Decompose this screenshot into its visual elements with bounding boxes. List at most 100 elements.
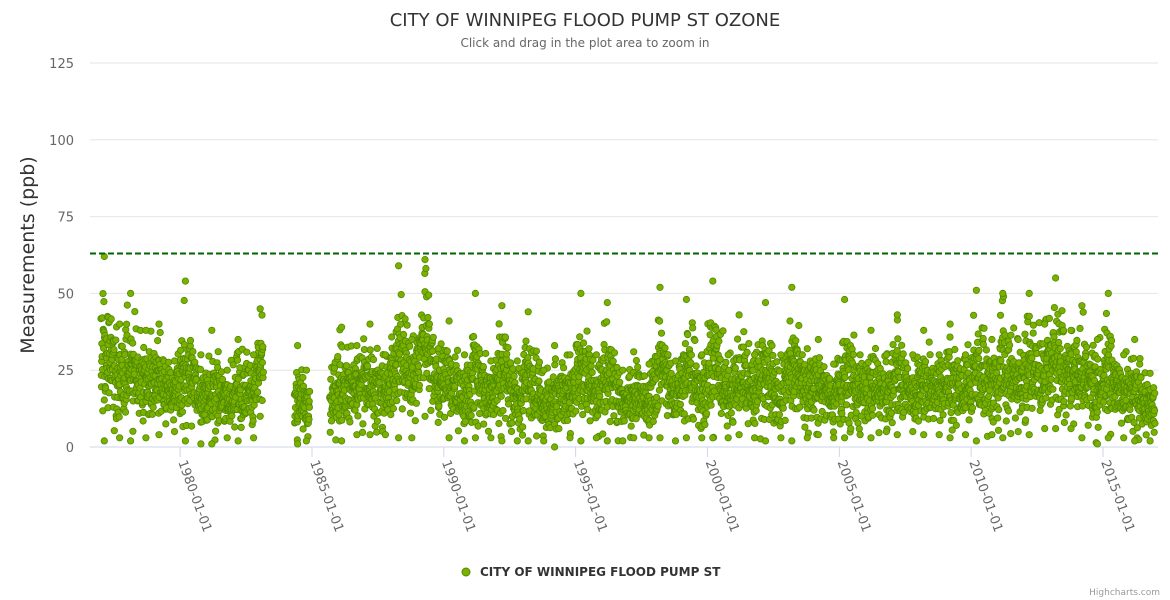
data-point[interactable] <box>801 423 809 431</box>
data-point[interactable] <box>920 431 928 439</box>
data-point[interactable] <box>1052 424 1060 433</box>
data-point[interactable] <box>914 417 923 425</box>
data-point[interactable] <box>258 358 266 367</box>
data-point[interactable] <box>170 357 179 365</box>
data-point[interactable] <box>982 346 991 354</box>
data-point[interactable] <box>338 416 346 424</box>
data-point[interactable] <box>656 434 664 442</box>
data-point[interactable] <box>810 406 818 414</box>
data-point[interactable] <box>1078 434 1086 442</box>
data-point[interactable] <box>856 431 864 439</box>
data-point[interactable] <box>566 434 574 442</box>
data-point[interactable] <box>999 434 1007 442</box>
data-point[interactable] <box>610 349 619 357</box>
data-point[interactable] <box>975 346 983 354</box>
data-point[interactable] <box>606 417 614 426</box>
data-point[interactable] <box>393 397 401 405</box>
data-point[interactable] <box>507 427 516 435</box>
data-point[interactable] <box>177 346 185 354</box>
data-point[interactable] <box>868 404 877 413</box>
data-point[interactable] <box>920 326 928 334</box>
data-point[interactable] <box>532 432 541 440</box>
data-point[interactable] <box>197 351 205 359</box>
data-point[interactable] <box>692 362 700 370</box>
data-point[interactable] <box>243 348 251 356</box>
data-point[interactable] <box>1060 418 1069 427</box>
data-point[interactable] <box>795 321 803 330</box>
data-point[interactable] <box>346 418 354 426</box>
data-point[interactable] <box>1151 419 1159 427</box>
data-point[interactable] <box>742 361 750 369</box>
data-point[interactable] <box>663 411 672 420</box>
data-point[interactable] <box>327 375 335 383</box>
data-point[interactable] <box>947 408 955 417</box>
data-point[interactable] <box>781 416 789 424</box>
data-point[interactable] <box>401 315 409 323</box>
data-point[interactable] <box>551 355 560 363</box>
data-point[interactable] <box>596 392 604 400</box>
data-point[interactable] <box>893 346 901 355</box>
data-point[interactable] <box>332 436 340 444</box>
data-point[interactable] <box>969 311 978 319</box>
data-point[interactable] <box>592 434 601 442</box>
data-point[interactable] <box>1089 341 1097 349</box>
data-point[interactable] <box>1093 335 1102 344</box>
data-point[interactable] <box>627 422 635 430</box>
data-point[interactable] <box>1004 407 1013 415</box>
data-point[interactable] <box>381 351 389 359</box>
data-point[interactable] <box>498 437 506 445</box>
data-point[interactable] <box>445 317 453 325</box>
data-point[interactable] <box>180 296 188 305</box>
data-point[interactable] <box>259 368 267 376</box>
data-point[interactable] <box>634 363 642 371</box>
data-point[interactable] <box>968 404 977 412</box>
data-point[interactable] <box>508 419 516 427</box>
data-point[interactable] <box>366 431 374 439</box>
data-point[interactable] <box>645 360 653 368</box>
data-point[interactable] <box>186 336 195 345</box>
data-point[interactable] <box>792 337 800 345</box>
data-point[interactable] <box>524 437 532 445</box>
data-point[interactable] <box>373 428 381 436</box>
data-point[interactable] <box>954 357 962 365</box>
data-point[interactable] <box>501 414 510 422</box>
data-point[interactable] <box>1052 274 1060 282</box>
data-point[interactable] <box>256 305 264 313</box>
data-point[interactable] <box>735 311 743 319</box>
data-point[interactable] <box>1120 351 1128 359</box>
data-point[interactable] <box>424 313 432 322</box>
data-point[interactable] <box>535 377 543 385</box>
data-point[interactable] <box>1136 354 1144 363</box>
data-point[interactable] <box>1120 434 1128 442</box>
data-point[interactable] <box>733 335 742 343</box>
data-point[interactable] <box>1094 423 1102 431</box>
data-point[interactable] <box>925 338 933 346</box>
data-point[interactable] <box>1150 407 1159 415</box>
data-point[interactable] <box>302 437 310 445</box>
data-point[interactable] <box>1007 331 1015 339</box>
data-point[interactable] <box>830 360 838 368</box>
data-point[interactable] <box>698 434 706 442</box>
data-point[interactable] <box>102 384 110 392</box>
data-point[interactable] <box>460 437 469 445</box>
data-point[interactable] <box>842 401 851 409</box>
data-point[interactable] <box>387 410 395 419</box>
data-point[interactable] <box>946 320 954 328</box>
data-point[interactable] <box>123 301 131 309</box>
data-point[interactable] <box>550 341 559 350</box>
data-point[interactable] <box>995 406 1003 414</box>
data-point[interactable] <box>661 344 669 352</box>
data-point[interactable] <box>745 339 753 348</box>
data-point[interactable] <box>170 427 179 436</box>
data-point[interactable] <box>577 437 585 445</box>
data-point[interactable] <box>1001 331 1009 339</box>
data-point[interactable] <box>684 330 692 339</box>
data-point[interactable] <box>506 359 515 367</box>
data-point[interactable] <box>719 327 727 335</box>
data-point[interactable] <box>687 351 696 359</box>
data-point[interactable] <box>1041 320 1049 328</box>
data-point[interactable] <box>1025 312 1033 320</box>
data-point[interactable] <box>840 434 849 442</box>
data-point[interactable] <box>1078 302 1086 310</box>
